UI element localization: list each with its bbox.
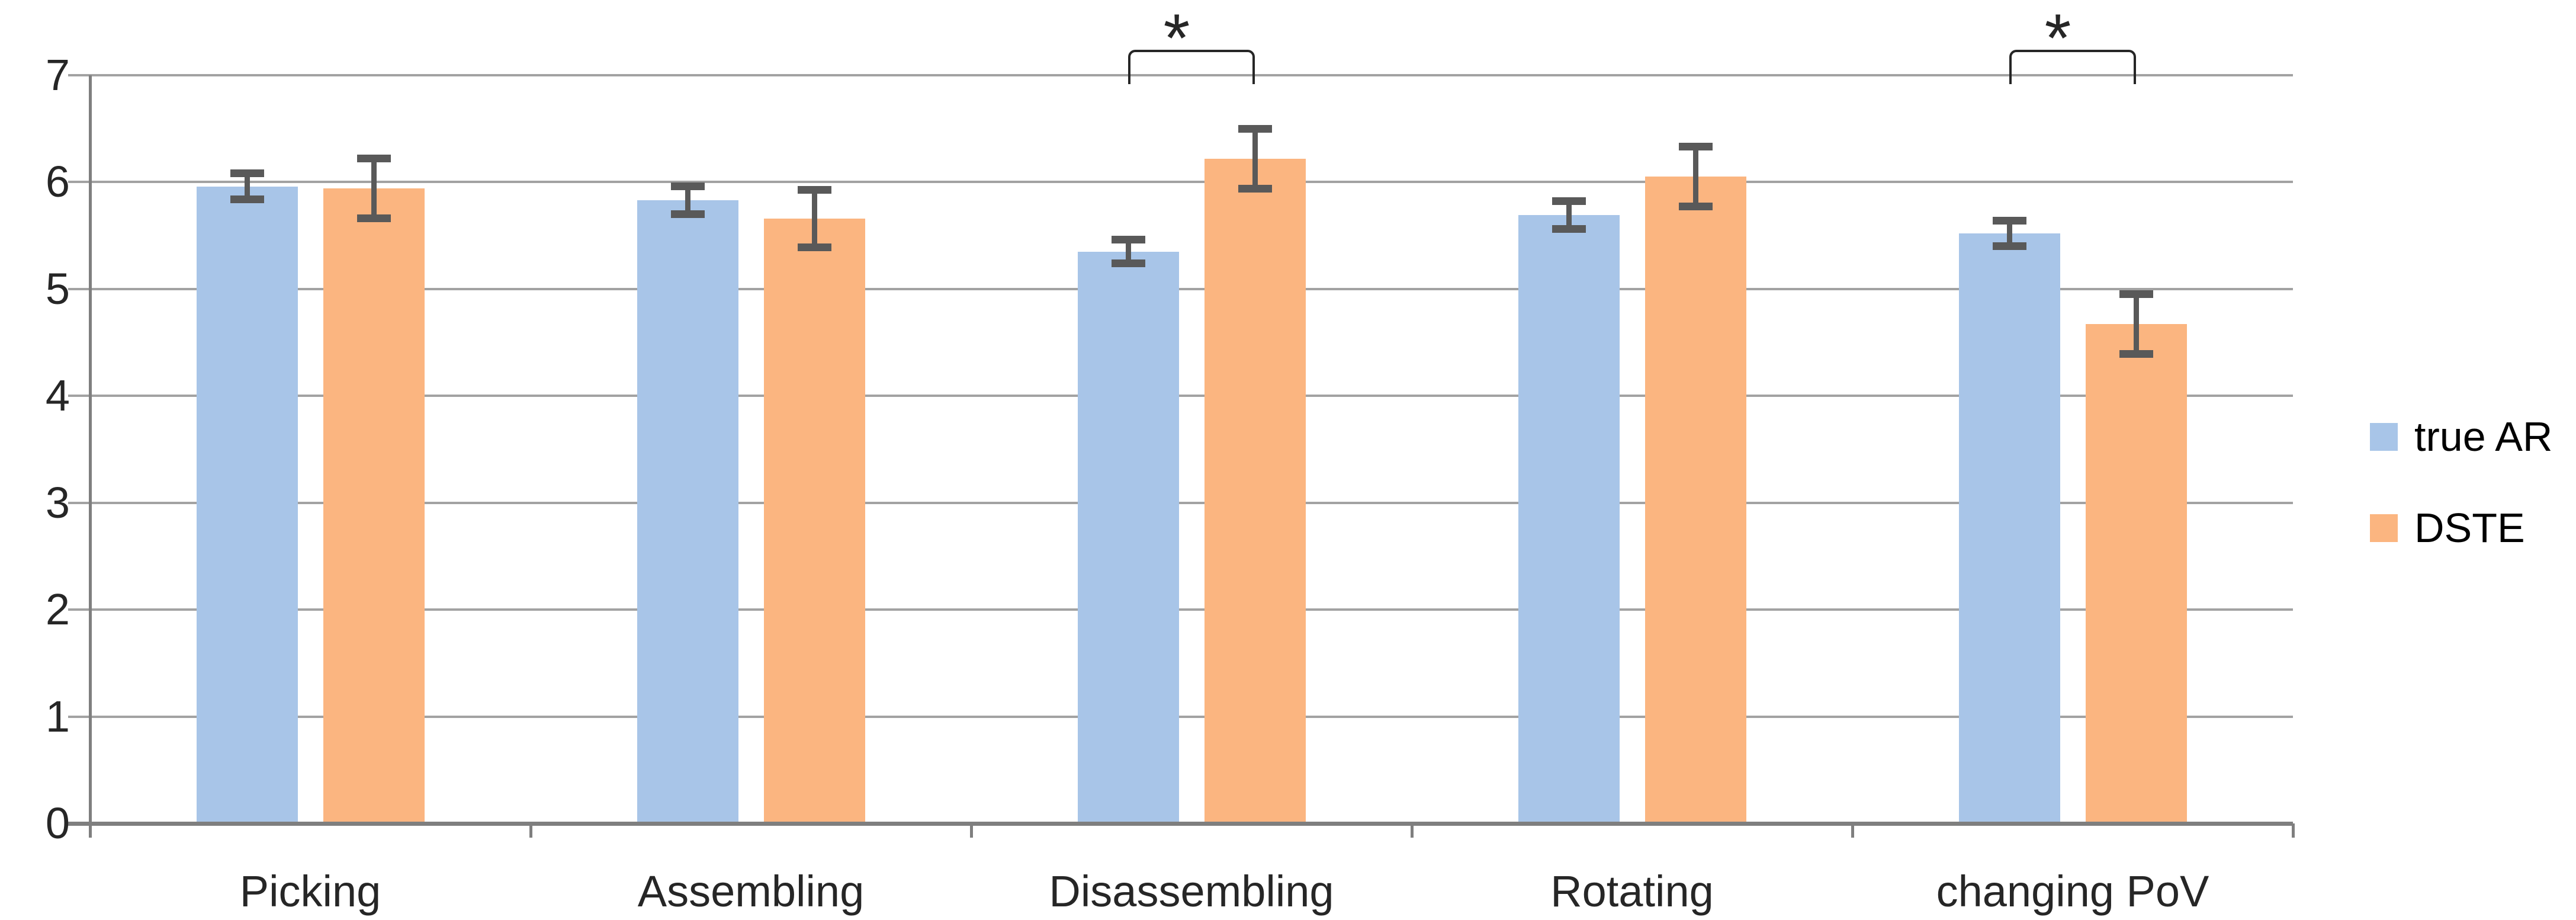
- gridline-6: [68, 181, 2293, 184]
- x-axis-category-label-assembling: Assembling: [637, 867, 865, 916]
- y-axis-tick-label-3: 3: [45, 477, 70, 527]
- error-bar-cap-bottom: [670, 210, 705, 219]
- significance-asterisk-changing-pov: *: [2044, 1, 2071, 76]
- error-bar-cap-bottom: [1552, 225, 1586, 233]
- error-bar-cap-top: [1238, 124, 1272, 133]
- y-axis-tick-label-2: 2: [45, 585, 70, 634]
- x-axis-tick: [1851, 823, 1854, 838]
- x-axis-tick: [1411, 823, 1414, 838]
- error-bar-whisker: [811, 190, 817, 248]
- error-bar-whisker: [1692, 146, 1698, 207]
- legend-label-dste: DSTE: [2414, 505, 2525, 551]
- gridline-3: [68, 501, 2293, 504]
- gridline-1: [68, 715, 2293, 718]
- error-bar-cap-bottom: [2119, 350, 2153, 358]
- error-bar-cap-top: [670, 182, 705, 191]
- x-axis-tick: [970, 823, 973, 838]
- y-axis-tick-label-7: 7: [45, 50, 70, 100]
- error-bar-whisker: [1566, 201, 1572, 229]
- error-bar-whisker: [371, 158, 377, 219]
- legend-item-true-ar: true AR: [2370, 409, 2552, 464]
- error-bar-whisker: [1125, 239, 1131, 264]
- error-bar-whisker: [244, 173, 250, 200]
- error-bar-cap-top: [2119, 290, 2153, 299]
- legend-swatch-dste: [2370, 514, 2398, 542]
- error-bar-cap-top: [1111, 236, 1145, 244]
- y-axis-tick-label-5: 5: [45, 264, 70, 313]
- bar-true-ar-changing-pov: [1958, 233, 2060, 823]
- bar-true-ar-rotating: [1518, 215, 1620, 823]
- error-bar-cap-bottom: [797, 243, 831, 251]
- bar-true-ar-picking: [196, 186, 298, 823]
- bar-true-ar-assembling: [637, 200, 738, 823]
- error-bar-cap-bottom: [356, 214, 391, 223]
- y-axis-line: [89, 75, 92, 838]
- error-bar-cap-top: [797, 185, 831, 194]
- error-bar-whisker: [2133, 294, 2139, 354]
- legend-swatch-true-ar: [2370, 422, 2398, 451]
- x-axis-tick: [529, 823, 532, 838]
- bar-true-ar-disassembling: [1077, 251, 1179, 823]
- gridline-5: [68, 287, 2293, 290]
- error-bar-whisker: [685, 186, 690, 214]
- x-axis-category-label-picking: Picking: [239, 867, 381, 916]
- error-bar-cap-bottom: [230, 195, 264, 203]
- error-bar-cap-top: [1552, 197, 1586, 206]
- gridline-2: [68, 608, 2293, 611]
- error-bar-cap-top: [356, 155, 391, 163]
- gridline-4: [68, 395, 2293, 398]
- y-axis-tick-label-1: 1: [45, 691, 70, 741]
- bar-dste-rotating: [1644, 177, 1746, 823]
- y-axis-tick-label-6: 6: [45, 157, 70, 207]
- legend: true AR DSTE: [2370, 409, 2552, 556]
- gridline-7: [68, 74, 2293, 76]
- error-bar-cap-bottom: [1111, 259, 1145, 268]
- y-axis-tick-label-4: 4: [45, 371, 70, 421]
- error-bar-whisker: [1252, 129, 1258, 189]
- x-axis-line: [68, 822, 2293, 826]
- error-bar-cap-bottom: [1992, 242, 2026, 251]
- bar-dste-assembling: [763, 218, 865, 823]
- x-axis-tick: [2292, 823, 2295, 838]
- x-axis-category-label-rotating: Rotating: [1550, 867, 1714, 916]
- x-axis-category-label-disassembling: Disassembling: [1049, 867, 1334, 916]
- error-bar-cap-top: [1992, 216, 2026, 225]
- bar-dste-changing-pov: [2085, 324, 2187, 823]
- error-bar-cap-bottom: [1238, 184, 1272, 193]
- significance-asterisk-disassembling: *: [1163, 1, 1190, 76]
- error-bar-cap-top: [230, 169, 264, 178]
- significance-bracket-changing-pov: [2009, 50, 2136, 84]
- legend-item-dste: DSTE: [2370, 500, 2552, 556]
- error-bar-cap-bottom: [1678, 203, 1713, 211]
- y-axis-tick-label-0: 0: [45, 799, 70, 848]
- bar-dste-disassembling: [1204, 158, 1306, 823]
- significance-bracket-disassembling: [1128, 50, 1255, 84]
- bar-dste-picking: [323, 188, 425, 823]
- error-bar-whisker: [2006, 220, 2012, 246]
- error-bar-cap-top: [1678, 143, 1713, 151]
- x-axis-tick: [89, 823, 92, 838]
- x-axis-category-label-changing-pov: changing PoV: [1936, 867, 2209, 916]
- legend-label-true-ar: true AR: [2414, 413, 2553, 460]
